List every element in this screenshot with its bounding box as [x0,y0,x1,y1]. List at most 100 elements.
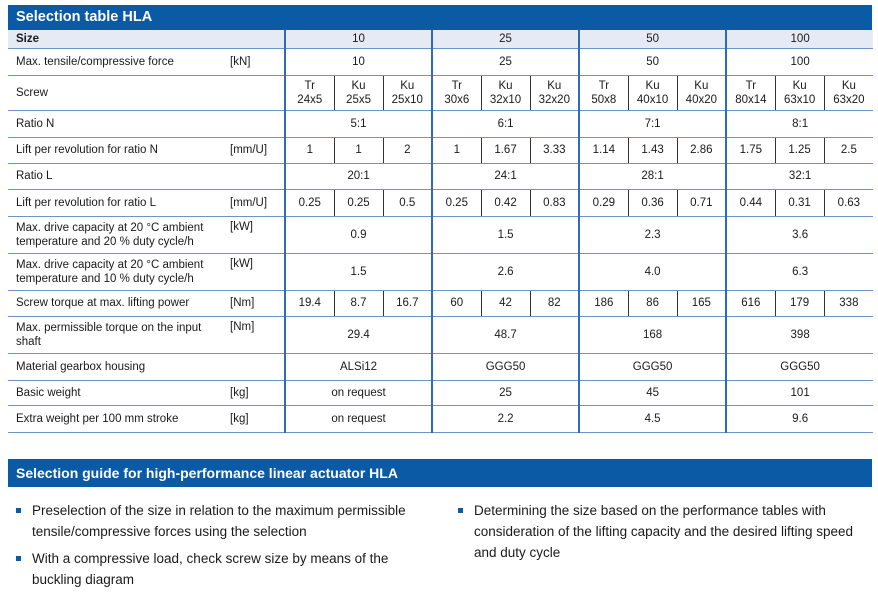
cell-value: 0.42 [480,189,531,217]
guide-list-left: Preselection of the size in relation to … [16,500,436,596]
cell-value: 2.6 [431,253,580,291]
row-unit: [Nm] [230,316,286,354]
bullet-text: With a compressive load, check screw siz… [32,551,389,587]
cell-value: 20:1 [284,163,433,190]
bullet-square-icon [16,508,21,513]
screw-type: Ku 63x20 [823,75,874,111]
table-row: Max. permissible torque on the input sha… [8,316,874,354]
screw-type: Ku 32x20 [529,75,580,111]
size-value: 50 [578,30,727,49]
cell-value: 1.67 [480,137,531,164]
cell-value: on request [284,405,433,433]
screw-type: Ku 25x10 [382,75,433,111]
bullet-text: Determining the size based on the perfor… [474,503,853,560]
cell-value: 0.25 [284,189,335,217]
cell-value: 0.83 [529,189,580,217]
screw-type: Tr 30x6 [431,75,482,111]
screw-type: Ku 25x5 [333,75,384,111]
guide-list-right: Determining the size based on the perfor… [458,500,868,569]
guide-bullet: With a compressive load, check screw siz… [16,548,436,590]
cell-value: 24:1 [431,163,580,190]
cell-value: 6:1 [431,110,580,138]
cell-value: 0.31 [774,189,825,217]
row-unit: [kg] [230,405,286,433]
row-unit: [mm/U] [230,189,286,217]
cell-value: 1.43 [627,137,678,164]
size-value: 100 [725,30,874,49]
table-row: Ratio L 20:1 24:1 28:1 32:1 [8,163,874,190]
cell-value: 338 [823,290,874,317]
selection-table-title: Selection table HLA [8,5,872,30]
row-label: Lift per revolution for ratio N [8,137,230,164]
cell-value: 4.5 [578,405,727,433]
selection-guide-title: Selection guide for high-performance lin… [8,459,872,487]
cell-value: 3.33 [529,137,580,164]
screw-type: Tr 24x5 [284,75,335,111]
cell-value: 29.4 [284,316,433,354]
cell-value: 0.25 [333,189,384,217]
cell-value: 82 [529,290,580,317]
row-unit [230,353,286,381]
cell-value: 168 [578,316,727,354]
cell-value: 1 [284,137,335,164]
screw-type: Ku 40x10 [627,75,678,111]
bullet-square-icon [458,508,463,513]
row-label: Max. drive capacity at 20 °C ambient tem… [8,253,230,291]
cell-value: 4.0 [578,253,727,291]
cell-value: GGG50 [725,353,874,381]
cell-value: 398 [725,316,874,354]
cell-value: 25 [431,48,580,76]
row-label: Material gearbox housing [8,353,230,381]
cell-value: 7:1 [578,110,727,138]
cell-value: 179 [774,290,825,317]
cell-value: 3.6 [725,216,874,254]
cell-value: 1 [431,137,482,164]
cell-value: 1.5 [284,253,433,291]
row-label: Max. permissible torque on the input sha… [8,316,230,354]
table-row: Ratio N 5:1 6:1 7:1 8:1 [8,110,874,138]
row-unit: [kW] [230,253,286,291]
cell-value: 8.7 [333,290,384,317]
row-label: Screw [8,75,230,111]
cell-value: 8:1 [725,110,874,138]
cell-value: 2.3 [578,216,727,254]
table-row-size: Size 10 25 50 100 [8,30,874,49]
table-row: Screw Tr 24x5 Ku 25x5 Ku 25x10 Tr 30x6 Ku 32x10 Ku 3… [8,75,874,111]
table-row: Lift per revolution for ratio N [mm/U] 1 1 2… [8,137,874,164]
cell-value: 5:1 [284,110,433,138]
table-row: Lift per revolution for ratio L [mm/U] 0.2… [8,189,874,217]
row-label: Lift per revolution for ratio L [8,189,230,217]
screw-type: Tr 50x8 [578,75,629,111]
cell-value: 186 [578,290,629,317]
table-row: Material gearbox housing ALSi12 GGG50 GGG50… [8,353,874,381]
cell-value: 0.36 [627,189,678,217]
cell-value: 165 [676,290,727,317]
guide-bullet: Determining the size based on the perfor… [458,500,868,563]
size-value: 10 [284,30,433,49]
row-unit [230,75,286,111]
cell-value: 28:1 [578,163,727,190]
cell-value: 10 [284,48,433,76]
cell-value: 0.5 [382,189,433,217]
row-unit: [Nm] [230,290,286,317]
screw-type: Ku 40x20 [676,75,727,111]
row-unit: [kg] [230,380,286,406]
row-label: Max. drive capacity at 20 °C ambient tem… [8,216,230,254]
cell-value: 0.29 [578,189,629,217]
cell-value: 1.25 [774,137,825,164]
cell-value: 45 [578,380,727,406]
table-row: Max. drive capacity at 20 °C ambient tem… [8,216,874,254]
row-label: Extra weight per 100 mm stroke [8,405,230,433]
cell-value: 19.4 [284,290,335,317]
size-value: 25 [431,30,580,49]
row-unit: [kW] [230,216,286,254]
cell-value: 1.14 [578,137,629,164]
cell-value: 1.5 [431,216,580,254]
cell-value: 9.6 [725,405,874,433]
cell-value: 0.63 [823,189,874,217]
screw-type: Ku 32x10 [480,75,531,111]
cell-value: 2.2 [431,405,580,433]
cell-value: 16.7 [382,290,433,317]
cell-value: 101 [725,380,874,406]
row-label: Size [8,30,286,49]
